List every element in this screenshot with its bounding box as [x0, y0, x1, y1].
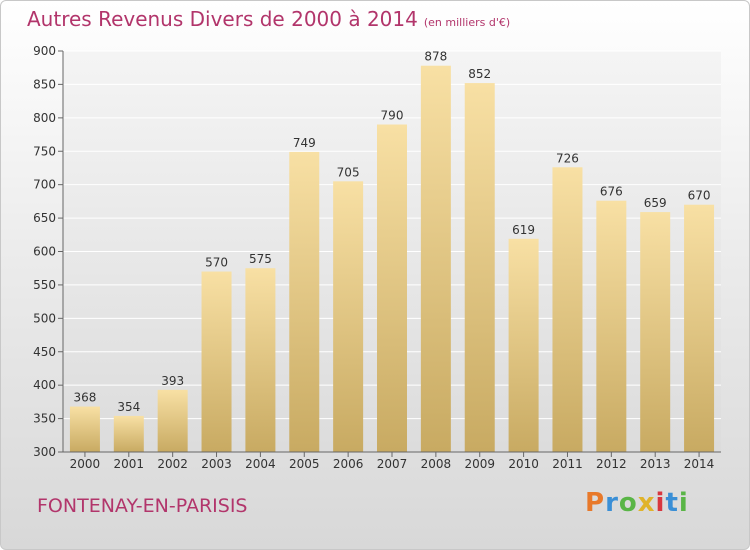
x-tick-label-2006: 2006: [333, 457, 364, 471]
bar-2012: [596, 200, 627, 452]
bar-2014: [684, 204, 715, 452]
x-tick-label-2011: 2011: [552, 457, 583, 471]
x-tick-label-2001: 2001: [114, 457, 145, 471]
x-tick-label-2002: 2002: [157, 457, 188, 471]
value-label-2011: 726: [556, 151, 579, 165]
y-tick-label: 650: [33, 211, 56, 225]
bar-2010: [508, 238, 539, 452]
value-label-2002: 393: [161, 374, 184, 388]
bar-2011: [552, 167, 583, 453]
value-labels: 368 354 393 570 575 749 705 790 878 852 619 726 676 6…: [73, 50, 710, 414]
x-tick-label-2000: 2000: [70, 457, 101, 471]
logo-letter: o: [618, 488, 638, 518]
y-tick-label: 600: [33, 245, 56, 259]
value-label-2006: 705: [337, 165, 360, 179]
y-tick-label: 400: [33, 378, 56, 392]
logo-letter: t: [665, 488, 679, 518]
y-tick-label: 700: [33, 178, 56, 192]
chart-title: Autres Revenus Divers de 2000 à 2014 (en …: [27, 7, 510, 31]
x-tick-labels: 2000 2001 2002 2003 2004 2005 2006 2007 2008 2009…: [70, 452, 715, 471]
title-unit: (en milliers d'€): [423, 16, 511, 29]
y-tick-labels: 300 350 400 450 500 550 600 650 700 750 800 850 900: [33, 44, 63, 459]
bar-2003: [201, 271, 232, 452]
bar-2002: [157, 389, 188, 452]
x-tick-label-2013: 2013: [640, 457, 671, 471]
logo-letter: P: [585, 488, 606, 518]
bar-2004: [245, 268, 276, 452]
bar-2006: [333, 181, 364, 452]
x-tick-label-2012: 2012: [596, 457, 627, 471]
bars: [69, 65, 715, 453]
value-label-2001: 354: [117, 400, 140, 414]
proxiti-logo: Proxiti: [585, 488, 689, 518]
logo-letter: r: [605, 488, 619, 518]
bar-2001: [113, 415, 144, 452]
y-tick-label: 900: [33, 44, 56, 58]
value-label-2014: 670: [688, 189, 711, 203]
bar-2007: [377, 124, 407, 453]
bar-2013: [640, 212, 671, 452]
value-label-2007: 790: [381, 109, 404, 123]
value-label-2000: 368: [73, 391, 96, 405]
bar-2008: [420, 65, 451, 452]
y-tick-label: 300: [33, 445, 56, 459]
value-label-2008: 878: [424, 50, 447, 64]
bar-2009: [464, 83, 495, 452]
logo-letter: x: [637, 488, 656, 518]
y-tick-label: 750: [33, 144, 56, 158]
x-tick-label-2003: 2003: [201, 457, 232, 471]
y-tick-label: 450: [33, 345, 56, 359]
y-tick-label: 350: [33, 412, 56, 426]
value-label-2012: 676: [600, 185, 623, 199]
y-tick-label: 800: [33, 111, 56, 125]
logo-letter: i: [678, 488, 689, 518]
y-tick-label: 500: [33, 311, 56, 325]
x-tick-label-2014: 2014: [684, 457, 715, 471]
bar-2005: [289, 151, 320, 452]
value-label-2005: 749: [293, 136, 316, 150]
x-tick-label-2005: 2005: [289, 457, 320, 471]
x-tick-label-2009: 2009: [464, 457, 495, 471]
x-tick-label-2010: 2010: [508, 457, 539, 471]
town-name: FONTENAY-EN-PARISIS: [37, 495, 248, 517]
x-tick-label-2007: 2007: [377, 457, 408, 471]
value-label-2013: 659: [644, 196, 667, 210]
x-tick-label-2008: 2008: [421, 457, 452, 471]
y-tick-label: 850: [33, 77, 56, 91]
value-label-2010: 619: [512, 223, 535, 237]
y-tick-label: 550: [33, 278, 56, 292]
x-tick-label-2004: 2004: [245, 457, 276, 471]
bar-2000: [69, 406, 100, 452]
value-label-2004: 575: [249, 252, 272, 266]
title-main: Autres Revenus Divers de 2000 à 2014: [27, 7, 418, 31]
value-label-2003: 570: [205, 256, 228, 270]
logo-letter: i: [655, 488, 666, 518]
value-label-2009: 852: [468, 67, 491, 81]
